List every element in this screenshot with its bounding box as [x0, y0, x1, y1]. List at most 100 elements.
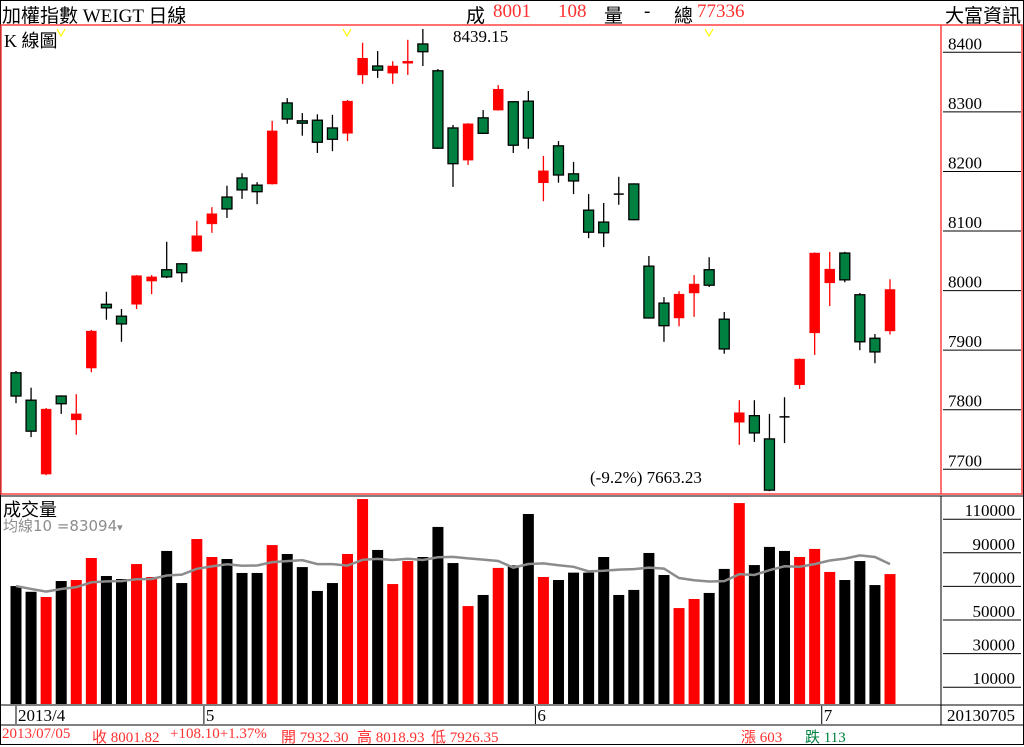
candle [266, 120, 278, 185]
volume-bar [372, 549, 384, 704]
volume-label: 量 [604, 6, 624, 27]
candle-body [281, 102, 293, 120]
candle-body [206, 213, 218, 225]
status-date: 2013/07/05 [2, 726, 71, 742]
candle-body [507, 101, 519, 146]
candle [734, 400, 745, 445]
yellow-triangle-icon [342, 28, 352, 38]
price-value: 8001 [493, 1, 531, 22]
volume-tick-label: 50000 [973, 602, 1016, 621]
volume-bar [131, 564, 143, 704]
candle-body [266, 130, 278, 185]
price-panel-title: K 線圖 [4, 31, 58, 51]
yellow-triangle-icon [56, 28, 66, 38]
candle-body [221, 196, 233, 210]
candle [40, 407, 52, 476]
candle [206, 207, 218, 233]
candle [869, 334, 881, 364]
event-markers [56, 28, 714, 38]
volume-bar [146, 576, 158, 704]
candle [809, 252, 820, 355]
candle-body [372, 65, 384, 71]
candle [824, 251, 835, 307]
volume-bar [628, 589, 640, 704]
candle-body [673, 293, 685, 319]
volume-bar [718, 568, 730, 704]
ma-dropdown-icon[interactable]: ▾ [117, 521, 123, 534]
candle-body [552, 145, 565, 176]
candle [402, 39, 414, 75]
volume-bar [477, 594, 489, 704]
volume-bar [447, 563, 459, 704]
volume-bar [221, 559, 233, 704]
date-tick-label: 2013/4 [18, 706, 66, 725]
volume-panel-title: 成交量 [3, 500, 57, 520]
price-tick-label: 8000 [948, 273, 982, 292]
candle [447, 124, 459, 187]
high-annotation: 8439.15 [453, 27, 509, 46]
candle [703, 257, 715, 288]
candle-body [734, 412, 745, 423]
candle [221, 185, 233, 218]
candle-body [296, 120, 308, 124]
candle-body [10, 372, 22, 397]
candle-body [658, 302, 670, 327]
candle [643, 256, 655, 319]
brand-label: 大富資訊 [945, 6, 1022, 27]
status-close: 收 8001.82 [92, 730, 160, 746]
candle [477, 110, 489, 134]
chart-title: 加權指數 WEIGT 日線 [2, 6, 187, 27]
volume-tick-label: 90000 [973, 535, 1016, 554]
volume-bar [266, 545, 278, 704]
change-value: 108 [558, 1, 587, 22]
volume-bar [673, 608, 685, 704]
volume-bar [748, 565, 760, 704]
candle-body [492, 88, 504, 111]
volume-tick-label: 70000 [973, 568, 1016, 587]
candle [417, 28, 429, 67]
candle-body [824, 268, 835, 284]
volume-bar [598, 557, 610, 704]
candle [191, 220, 203, 252]
candle [884, 279, 896, 335]
volume-bar [824, 571, 836, 704]
candle-body [55, 395, 67, 405]
candle-body [869, 337, 881, 353]
volume-bar [206, 557, 218, 704]
candle [432, 68, 444, 149]
candle [251, 182, 263, 205]
candle [582, 194, 595, 239]
candle [598, 203, 610, 248]
candle-body [176, 263, 188, 274]
volume-bar [100, 575, 112, 704]
candle-body [854, 294, 866, 343]
candle-body [251, 184, 263, 193]
volume-bar [703, 592, 715, 704]
volume-bar [658, 574, 670, 704]
candle [794, 358, 805, 389]
price-tick-label: 8200 [948, 153, 982, 172]
candle [492, 85, 504, 111]
status-low: 低 7926.35 [431, 730, 499, 746]
candle [342, 99, 353, 142]
candle-body [342, 100, 353, 134]
volume-bar [296, 567, 308, 704]
candle-body [628, 183, 640, 221]
candle [854, 292, 866, 351]
volume-bar [55, 581, 67, 704]
candle-body [100, 303, 113, 309]
price-panel-frame [0, 24, 1023, 495]
candle [673, 291, 685, 327]
volume-ma-label: 均線10 =83094▾ [3, 515, 123, 536]
candle-body [598, 221, 610, 234]
date-tick-label: 5 [206, 706, 215, 725]
volume-bar [462, 606, 474, 704]
volume-bar [25, 591, 37, 704]
candle [567, 161, 580, 195]
volume-bar [613, 594, 625, 704]
candle-body [417, 43, 429, 53]
volume-bar [70, 580, 82, 704]
candle-body [326, 127, 339, 140]
candle [161, 241, 173, 279]
volume-bar [552, 580, 564, 704]
